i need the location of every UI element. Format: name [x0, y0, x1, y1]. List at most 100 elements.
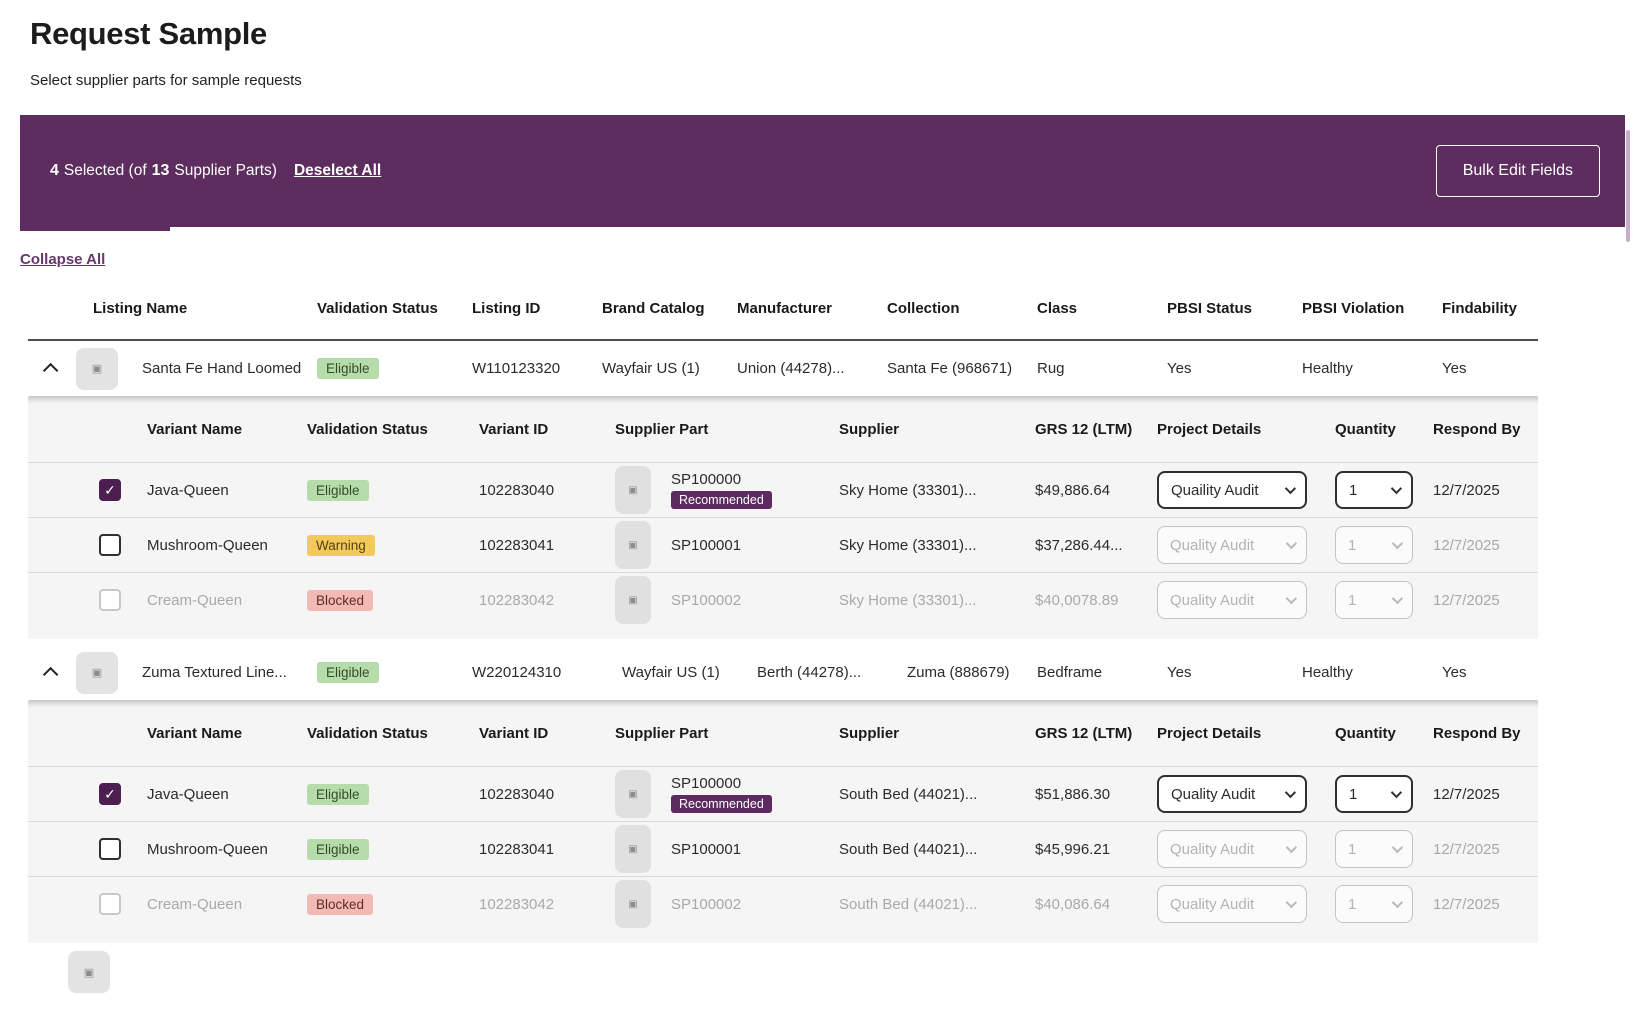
- validation-status-badge: Eligible: [317, 358, 379, 379]
- chevron-down-icon: [1285, 483, 1296, 494]
- collection: Zuma (888679): [879, 664, 1029, 681]
- grs-value: $51,886.30: [1015, 786, 1137, 803]
- variant-checkbox: [99, 893, 121, 915]
- col-validation-status: Validation Status: [309, 300, 464, 317]
- image-icon: ▣: [628, 485, 637, 496]
- project-details-value: Quality Audit: [1171, 786, 1255, 803]
- col-supplier-part: Supplier Part: [595, 421, 825, 438]
- collapse-chevron-icon[interactable]: [42, 667, 58, 683]
- col-manufacturer: Manufacturer: [729, 300, 879, 317]
- collapse-chevron-icon[interactable]: [42, 363, 58, 379]
- variant-row: Mushroom-Queen Eligible 102283041 ▣ SP10…: [28, 821, 1538, 876]
- total-text: Supplier Parts): [174, 162, 277, 180]
- project-details-select: Quality Audit: [1157, 885, 1307, 923]
- check-icon: ✓: [104, 786, 116, 803]
- variant-checkbox[interactable]: [99, 534, 121, 556]
- supplier-part-id: SP100001: [671, 537, 741, 554]
- listing-id: W220124310: [464, 664, 594, 681]
- chevron-down-icon: [1392, 897, 1403, 908]
- listing-name: Santa Fe Hand Loomed: [134, 360, 309, 377]
- supplier: Sky Home (33301)...: [825, 537, 1015, 554]
- variant-row: ✓ Java-Queen Eligible 102283040 ▣ SP1000…: [28, 462, 1538, 517]
- pbsi-status: Yes: [1139, 664, 1274, 681]
- quantity-select: 1: [1335, 526, 1413, 564]
- col-brand-catalog: Brand Catalog: [594, 300, 729, 317]
- col-pbsi-violation: PBSI Violation: [1274, 300, 1414, 317]
- manufacturer: Berth (44278)...: [729, 664, 879, 681]
- check-icon: ✓: [104, 482, 116, 499]
- vertical-scrollbar-thumb[interactable]: [1626, 130, 1630, 242]
- supplier-part-image-placeholder: ▣: [615, 770, 651, 818]
- quantity-value: 1: [1349, 786, 1357, 803]
- chevron-down-icon: [1392, 593, 1403, 604]
- chevron-down-icon: [1285, 787, 1296, 798]
- variant-id: 102283042: [465, 896, 595, 913]
- project-details-select: Quality Audit: [1157, 830, 1307, 868]
- variant-row: Cream-Queen Blocked 102283042 ▣ SP100002…: [28, 572, 1538, 627]
- bulk-edit-fields-button[interactable]: Bulk Edit Fields: [1436, 145, 1600, 197]
- supplier-part-id: SP100001: [671, 841, 741, 858]
- chevron-down-icon: [1392, 842, 1403, 853]
- variant-id: 102283040: [465, 786, 595, 803]
- project-details-select[interactable]: Quality Audit: [1157, 775, 1307, 813]
- manufacturer: Union (44278)...: [729, 360, 879, 377]
- brand-catalog: Wayfair US (1): [594, 360, 729, 377]
- grs-value: $40,086.64: [1015, 896, 1137, 913]
- image-icon: ▣: [628, 899, 637, 910]
- project-details-select[interactable]: Quaility Audit: [1157, 471, 1307, 509]
- chevron-down-icon: [1286, 842, 1297, 853]
- image-icon: ▣: [84, 966, 94, 979]
- variant-checkbox[interactable]: ✓: [99, 783, 121, 805]
- col-findability: Findability: [1414, 300, 1538, 317]
- project-details-value: Quality Audit: [1170, 841, 1254, 858]
- supplier-part-image-placeholder: ▣: [615, 521, 651, 569]
- total-count: 13: [152, 162, 170, 180]
- quantity-select[interactable]: 1: [1335, 471, 1413, 509]
- quantity-select[interactable]: 1: [1335, 775, 1413, 813]
- horizontal-scrollbar-thumb[interactable]: [20, 227, 170, 231]
- validation-status-badge: Eligible: [307, 480, 369, 501]
- supplier-part-id: SP100002: [671, 592, 741, 609]
- col-collection: Collection: [879, 300, 1029, 317]
- collapse-all-link[interactable]: Collapse All: [20, 251, 105, 268]
- chevron-down-icon: [1286, 538, 1297, 549]
- pbsi-violation: Healthy: [1274, 664, 1414, 681]
- collection: Santa Fe (968671): [879, 360, 1029, 377]
- variant-row: Mushroom-Queen Warning 102283041 ▣ SP100…: [28, 517, 1538, 572]
- recommended-badge: Recommended: [671, 491, 772, 509]
- validation-status-badge: Blocked: [307, 590, 373, 611]
- variant-row: Cream-Queen Blocked 102283042 ▣ SP100002…: [28, 876, 1538, 931]
- col-listing-id: Listing ID: [464, 300, 594, 317]
- variant-header-row: Variant Name Validation Status Variant I…: [28, 396, 1538, 462]
- listing-image-placeholder: ▣: [76, 348, 118, 390]
- supplier-part-id: SP100000: [671, 775, 772, 792]
- variants-panel: Variant Name Validation Status Variant I…: [28, 700, 1538, 943]
- variants-panel: Variant Name Validation Status Variant I…: [28, 396, 1538, 639]
- quantity-value: 1: [1349, 482, 1357, 499]
- variant-row: ✓ Java-Queen Eligible 102283040 ▣ SP1000…: [28, 766, 1538, 821]
- col-pbsi-status: PBSI Status: [1139, 300, 1274, 317]
- col-supplier: Supplier: [825, 421, 1015, 438]
- respond-by-date: 12/7/2025: [1415, 592, 1538, 609]
- class: Bedframe: [1029, 664, 1139, 681]
- image-icon: ▣: [628, 844, 637, 855]
- quantity-select: 1: [1335, 581, 1413, 619]
- variant-checkbox: [99, 589, 121, 611]
- variant-checkbox[interactable]: ✓: [99, 479, 121, 501]
- quantity-value: 1: [1348, 592, 1356, 609]
- variant-id: 102283040: [465, 482, 595, 499]
- recommended-badge: Recommended: [671, 795, 772, 813]
- selected-text: Selected (of: [64, 162, 147, 180]
- respond-by-date: 12/7/2025: [1415, 841, 1538, 858]
- col-listing-name: Listing Name: [68, 300, 309, 317]
- project-details-value: Quaility Audit: [1171, 482, 1259, 499]
- listing-row: ▣: [28, 951, 1538, 1011]
- validation-status-badge: Warning: [307, 535, 375, 556]
- grs-value: $45,996.21: [1015, 841, 1137, 858]
- col-quantity: Quantity: [1317, 421, 1415, 438]
- col-supplier: Supplier: [825, 725, 1015, 742]
- deselect-all-link[interactable]: Deselect All: [294, 162, 381, 180]
- variant-name: Java-Queen: [133, 786, 293, 803]
- variant-name: Cream-Queen: [133, 896, 293, 913]
- variant-checkbox[interactable]: [99, 838, 121, 860]
